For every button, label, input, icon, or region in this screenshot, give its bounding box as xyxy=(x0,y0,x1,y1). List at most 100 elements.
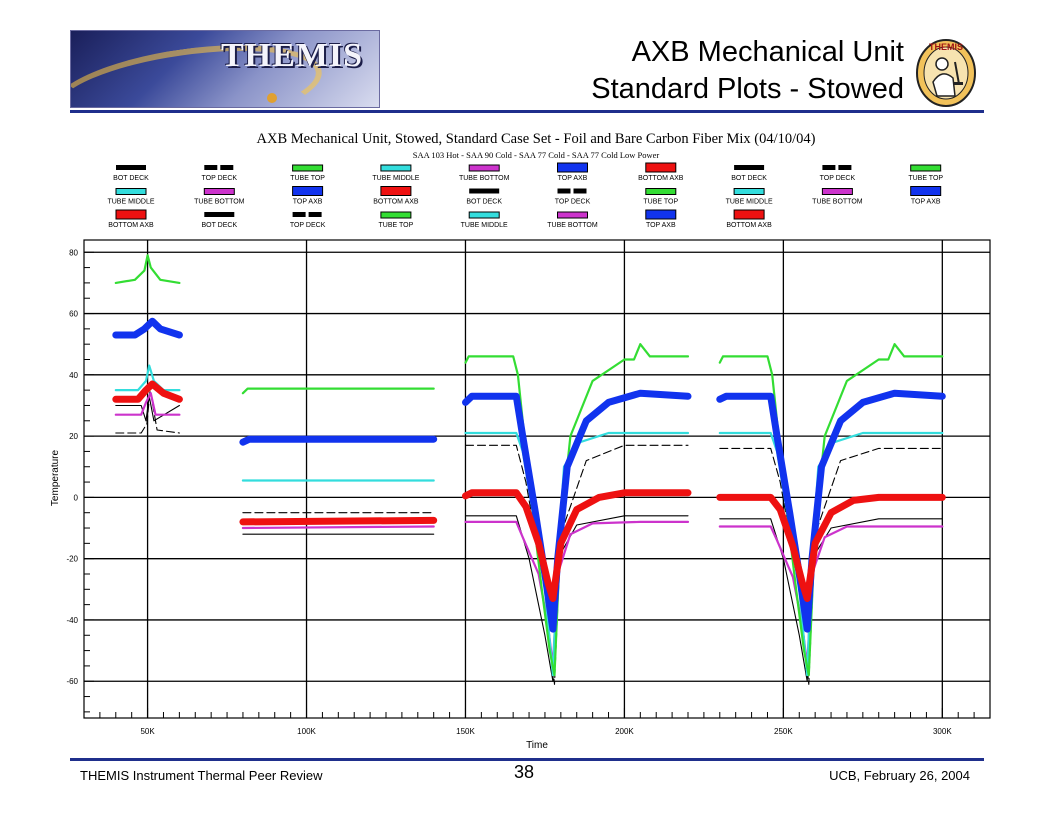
legend-item-tube-top: TUBE TOP xyxy=(379,211,414,229)
legend-label: TOP DECK xyxy=(555,199,591,206)
series-line-bottom-axb xyxy=(462,489,692,602)
footer-divider xyxy=(70,758,984,761)
legend-label: TUBE BOTTOM xyxy=(812,199,863,206)
legend-item-top-axb: TOP AXB xyxy=(292,186,324,206)
legend-swatch xyxy=(838,165,852,170)
y-tick-label: 20 xyxy=(69,432,78,441)
chart-legend: BOT DECK TOP DECK TUBE TOP TUBE MIDDLE TUBE … xyxy=(107,162,943,229)
legend-swatch xyxy=(910,164,942,172)
legend-label: BOT DECK xyxy=(731,175,767,182)
legend-swatch xyxy=(115,209,147,220)
legend-label: TOP DECK xyxy=(202,175,238,182)
x-tick-label: 300K xyxy=(933,727,952,736)
legend-label: TOP AXB xyxy=(646,222,676,229)
themis-mission-logo: THEMIS xyxy=(916,39,976,107)
legend-label: TUBE MIDDLE xyxy=(372,175,419,182)
legend-item-bottom-axb: BOTTOM AXB xyxy=(726,209,772,229)
legend-swatch xyxy=(733,188,765,195)
legend-swatch xyxy=(469,188,500,194)
legend-swatch xyxy=(822,165,836,170)
legend-item-tube-bottom: TUBE BOTTOM xyxy=(547,211,598,229)
slide-title-line1: AXB Mechanical Unit xyxy=(631,36,904,68)
series-line-top-axb xyxy=(716,389,946,633)
legend-item-bot-deck: BOT DECK xyxy=(731,165,767,182)
legend-swatch xyxy=(910,186,942,196)
plot-frame xyxy=(83,239,991,719)
legend-item-bottom-axb: BOTTOM AXB xyxy=(373,186,419,206)
legend-item-tube-top: TUBE TOP xyxy=(290,164,325,182)
legend-swatch xyxy=(645,162,677,173)
legend-swatch xyxy=(821,188,853,195)
page-number: 38 xyxy=(514,762,535,782)
legend-swatch xyxy=(116,165,146,170)
legend-swatch xyxy=(645,188,677,195)
series-line-tube-middle xyxy=(464,431,690,677)
legend-label: TOP DECK xyxy=(290,222,326,229)
legend-label: TOP AXB xyxy=(911,199,941,206)
legend-swatch xyxy=(308,212,322,217)
earth-graphic xyxy=(267,93,277,103)
legend-swatch xyxy=(203,188,235,195)
series-line-bottom-axb xyxy=(112,380,183,403)
legend-label: BOTTOM AXB xyxy=(726,222,772,229)
legend-item-tube-middle: TUBE MIDDLE xyxy=(726,188,773,206)
legend-label: TUBE MIDDLE xyxy=(107,199,154,206)
legend-item-tube-middle: TUBE MIDDLE xyxy=(372,164,420,182)
legend-label: TUBE MIDDLE xyxy=(461,222,508,229)
legend-item-tube-top: TUBE TOP xyxy=(908,164,943,182)
legend-swatch xyxy=(115,188,147,195)
chart-title: AXB Mechanical Unit, Stowed, Standard Ca… xyxy=(257,131,816,147)
x-tick-label: 100K xyxy=(297,727,316,736)
footer-right-text: UCB, February 26, 2004 xyxy=(829,768,970,783)
y-tick-label: 80 xyxy=(69,248,78,257)
legend-item-tube-bottom: TUBE BOTTOM xyxy=(459,164,510,182)
themis-banner-image: THEMIS xyxy=(70,30,380,108)
x-tick-label: 50K xyxy=(140,727,155,736)
y-axis-label: Temperature xyxy=(50,449,61,506)
legend-swatch xyxy=(292,212,306,217)
series-line-top-axb xyxy=(112,317,183,339)
y-tick-label: 60 xyxy=(69,310,78,319)
legend-label: TUBE BOTTOM xyxy=(459,175,510,182)
axis-ticks: 50K 100K 150K 200K 250K 300K -60 -40 -20 0 20 40 60 8… xyxy=(66,248,975,736)
legend-swatch xyxy=(645,209,677,220)
legend-swatch xyxy=(573,188,587,194)
legend-swatch xyxy=(468,164,500,172)
legend-label: TUBE TOP xyxy=(379,222,414,229)
legend-swatch xyxy=(733,209,765,220)
slide-title: AXB Mechanical Unit Standard Plots - Sto… xyxy=(591,34,904,108)
series-line-tube-top xyxy=(241,387,435,395)
footer-left-text: THEMIS Instrument Thermal Peer Review xyxy=(80,768,323,783)
series-line-bot-deck xyxy=(464,515,689,682)
legend-item-top-axb: TOP AXB xyxy=(645,209,677,229)
banner-wordmark: THEMIS xyxy=(221,37,364,74)
legend-label: BOT DECK xyxy=(113,175,149,182)
x-tick-label: 150K xyxy=(456,727,475,736)
logo-text: THEMIS xyxy=(929,42,963,52)
x-tick-label: 200K xyxy=(615,727,634,736)
legend-label: TUBE BOTTOM xyxy=(194,199,245,206)
y-tick-label: -40 xyxy=(66,616,78,625)
legend-item-bottom-axb: BOTTOM AXB xyxy=(638,162,684,182)
legend-item-tube-middle: TUBE MIDDLE xyxy=(461,211,508,229)
series-line-bot-deck xyxy=(719,518,943,682)
legend-item-bottom-axb: BOTTOM AXB xyxy=(108,209,154,229)
legend-swatch xyxy=(292,164,324,172)
legend-label: TUBE MIDDLE xyxy=(726,199,773,206)
grid-lines xyxy=(84,240,990,718)
y-tick-label: 40 xyxy=(69,371,78,380)
series-lines xyxy=(112,254,946,685)
legend-label: TOP AXB xyxy=(293,199,323,206)
legend-label: TUBE TOP xyxy=(643,199,678,206)
legend-label: BOTTOM AXB xyxy=(638,175,684,182)
legend-label: BOT DECK xyxy=(201,222,237,229)
legend-swatch xyxy=(380,186,412,196)
legend-item-top-deck: TOP DECK xyxy=(555,188,591,206)
legend-item-tube-top: TUBE TOP xyxy=(643,188,678,206)
series-line-tube-bottom xyxy=(464,520,690,668)
series-line-top-deck xyxy=(464,444,689,685)
x-axis-label: Time xyxy=(526,740,548,751)
legend-swatch xyxy=(204,212,235,217)
legend-item-top-axb: TOP AXB xyxy=(910,186,942,206)
